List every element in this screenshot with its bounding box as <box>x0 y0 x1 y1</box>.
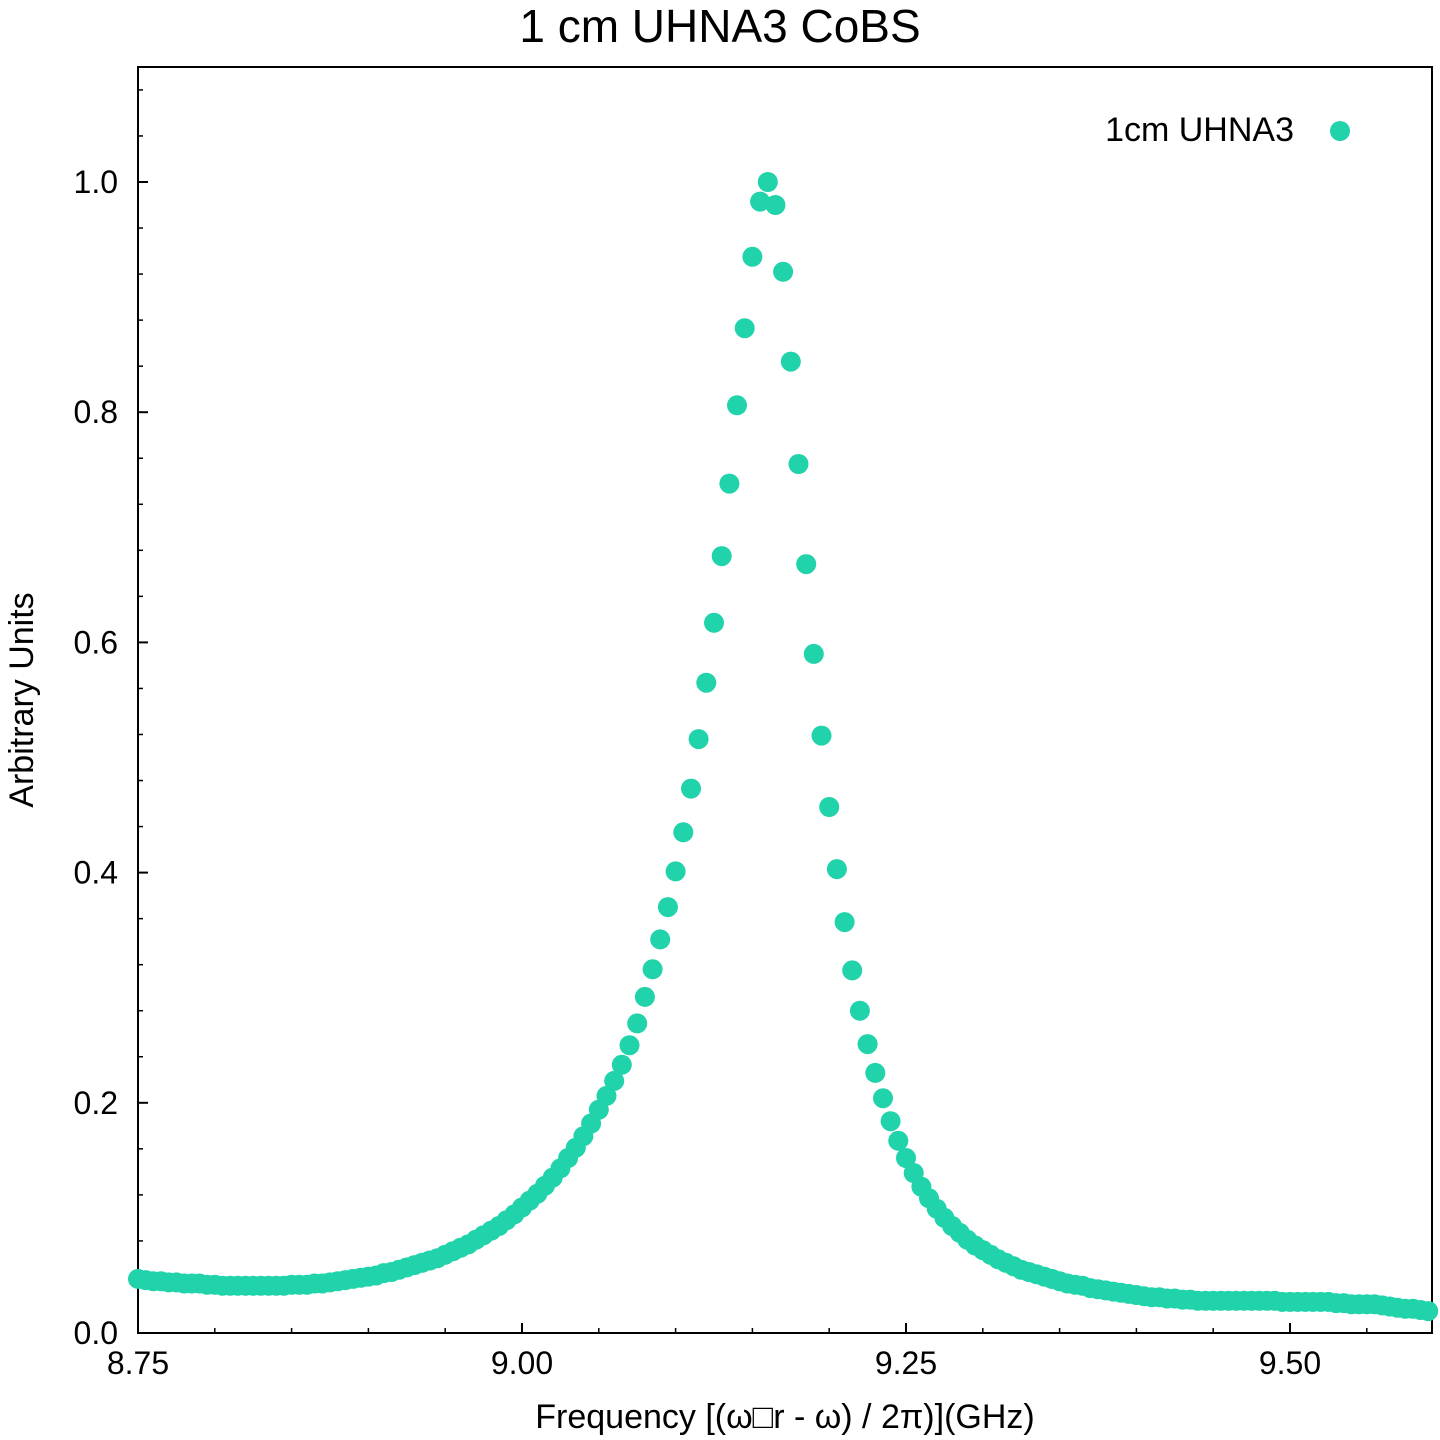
data-point <box>750 191 771 212</box>
x-tick-label: 9.00 <box>491 1345 553 1381</box>
y-tick-label: 1.0 <box>74 164 118 200</box>
data-point <box>773 261 794 282</box>
y-tick-label: 0.8 <box>74 394 118 430</box>
data-point <box>611 1054 632 1075</box>
data-point <box>865 1062 886 1083</box>
y-tick-label: 0.4 <box>74 855 118 891</box>
x-tick-label: 9.25 <box>875 1345 937 1381</box>
plot-area <box>137 66 1433 1334</box>
x-axis-label: Frequency [(ω□r - ω) / 2π)](GHz) <box>535 1398 1034 1436</box>
data-point <box>842 960 863 981</box>
data-point <box>696 672 717 693</box>
data-point <box>857 1034 878 1055</box>
x-tick-label: 8.75 <box>107 1345 169 1381</box>
data-point <box>834 912 855 933</box>
data-point <box>780 351 801 372</box>
data-point <box>704 612 724 633</box>
data-point <box>657 897 678 918</box>
data-point <box>681 778 701 799</box>
data-point <box>719 473 740 494</box>
data-point <box>811 725 832 746</box>
y-tick-label: 0.0 <box>74 1315 118 1351</box>
data-point <box>757 172 778 192</box>
data-point <box>880 1111 901 1132</box>
data-point <box>711 546 732 567</box>
data-point <box>634 986 655 1007</box>
data-point <box>742 246 763 267</box>
x-tick-label: 9.50 <box>1259 1345 1321 1381</box>
data-point <box>826 859 847 880</box>
y-tick-label: 0.6 <box>74 624 118 660</box>
legend-marker <box>1330 121 1350 141</box>
y-tick-label: 0.2 <box>74 1085 118 1121</box>
data-point <box>596 1085 617 1106</box>
data-point <box>673 822 694 843</box>
data-point <box>873 1088 893 1109</box>
data-point <box>604 1070 625 1091</box>
chart-title: 1 cm UHNA3 CoBS <box>519 0 920 52</box>
data-point <box>888 1130 909 1151</box>
data-point <box>788 454 809 474</box>
data-point <box>642 959 663 980</box>
legend-label: 1cm UHNA3 <box>1105 111 1294 149</box>
data-point <box>796 554 817 575</box>
data-points <box>128 172 1439 1322</box>
y-axis: 0.0 0.2 0.4 0.6 0.8 1.0 <box>74 89 148 1351</box>
data-point <box>727 395 747 416</box>
data-point <box>1418 1301 1439 1322</box>
data-point <box>896 1148 916 1168</box>
x-axis: 8.75 9.00 9.25 9.50 <box>107 1323 1368 1381</box>
y-axis-label: Arbitrary Units <box>3 592 41 807</box>
plot-frame <box>137 66 1433 1334</box>
data-point <box>688 729 709 750</box>
data-point <box>849 1000 870 1021</box>
data-point <box>734 318 755 339</box>
legend: 1cm UHNA3 <box>1105 111 1350 149</box>
data-point <box>650 929 671 950</box>
data-point <box>819 797 840 817</box>
data-point <box>627 1013 648 1034</box>
data-point <box>803 643 824 664</box>
data-point <box>665 861 686 882</box>
data-point <box>619 1035 640 1056</box>
data-point <box>765 195 786 215</box>
